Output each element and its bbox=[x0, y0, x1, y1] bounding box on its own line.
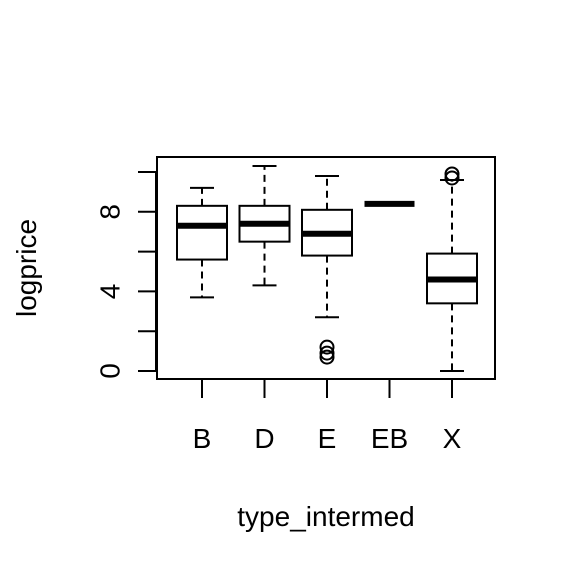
x-axis: B D E EB X bbox=[193, 379, 462, 454]
x-tick-label: EB bbox=[371, 423, 408, 454]
x-tick-label: E bbox=[318, 423, 337, 454]
outlier-point bbox=[444, 170, 460, 186]
x-tick-label: X bbox=[443, 423, 462, 454]
y-tick-label: 4 bbox=[94, 284, 125, 300]
box-series bbox=[176, 165, 478, 372]
y-axis: 0 4 8 bbox=[94, 171, 157, 379]
y-tick-label: 8 bbox=[94, 204, 125, 220]
box-x bbox=[426, 166, 478, 372]
outlier-point bbox=[319, 339, 335, 355]
box-d bbox=[238, 165, 291, 287]
x-tick-label: D bbox=[254, 423, 274, 454]
iqr-box bbox=[176, 204, 228, 261]
outlier-point bbox=[444, 166, 460, 182]
y-axis-title: logprice bbox=[11, 219, 42, 317]
outlier-point bbox=[319, 345, 335, 361]
box-e bbox=[301, 174, 353, 365]
x-axis-title: type_intermed bbox=[237, 501, 414, 532]
box-b bbox=[176, 186, 228, 299]
outlier-point bbox=[319, 349, 335, 365]
y-tick-label: 0 bbox=[94, 363, 125, 379]
x-tick-label: B bbox=[193, 423, 212, 454]
